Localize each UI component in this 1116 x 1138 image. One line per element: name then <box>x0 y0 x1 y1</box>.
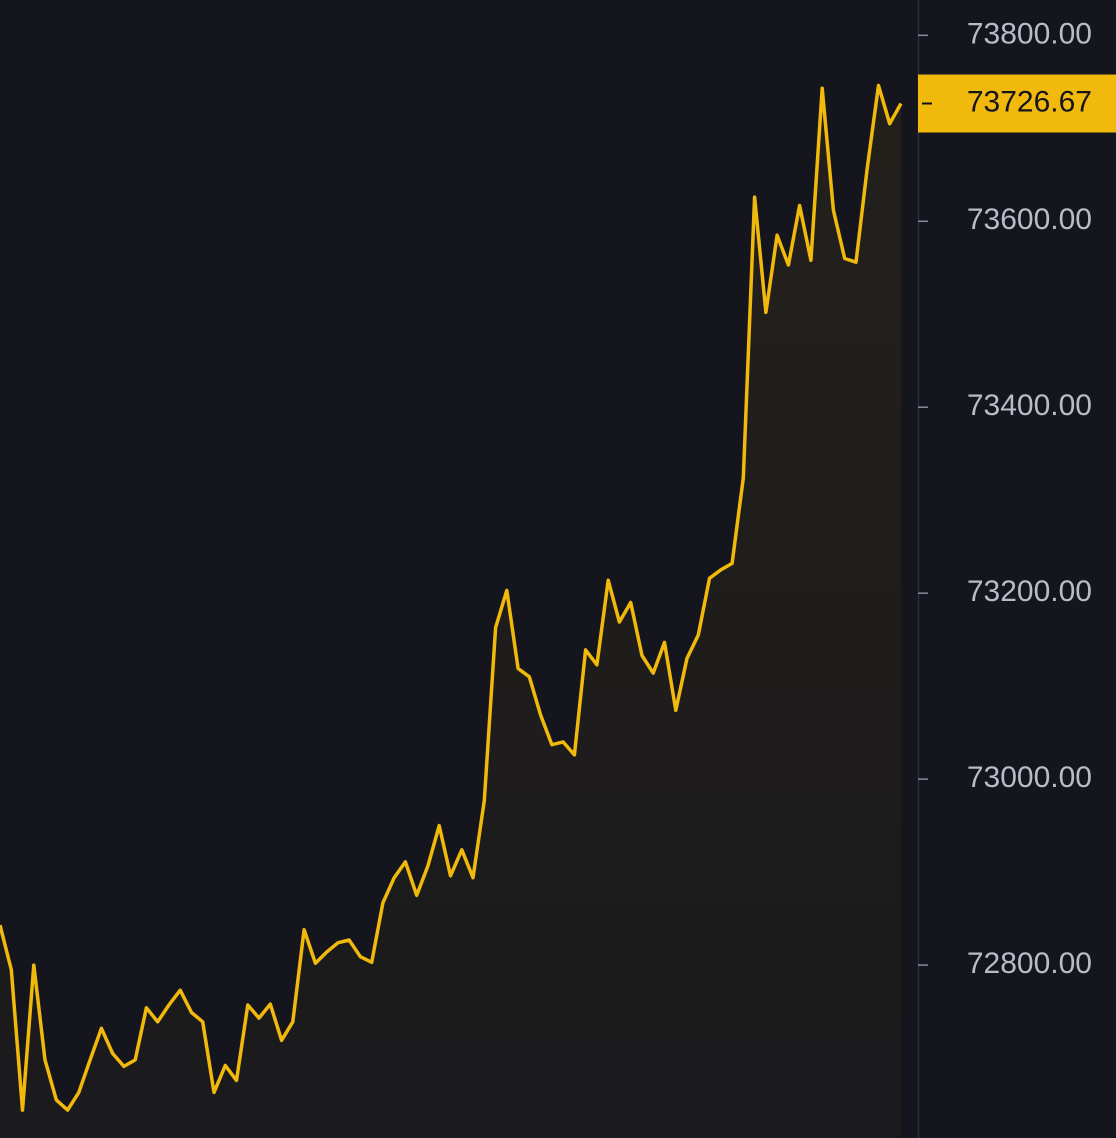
y-tick-label: 73800.00 <box>967 17 1092 50</box>
price-tag-label: 73726.67 <box>967 85 1092 118</box>
y-tick-label: 73600.00 <box>967 203 1092 236</box>
y-tick-label: 73000.00 <box>967 761 1092 794</box>
y-tick-label: 72800.00 <box>967 947 1092 980</box>
y-tick-label: 73400.00 <box>967 389 1092 422</box>
area <box>0 85 901 1138</box>
y-tick-label: 73200.00 <box>967 575 1092 608</box>
price-line <box>0 83 903 1112</box>
price-tag <box>918 74 1116 133</box>
